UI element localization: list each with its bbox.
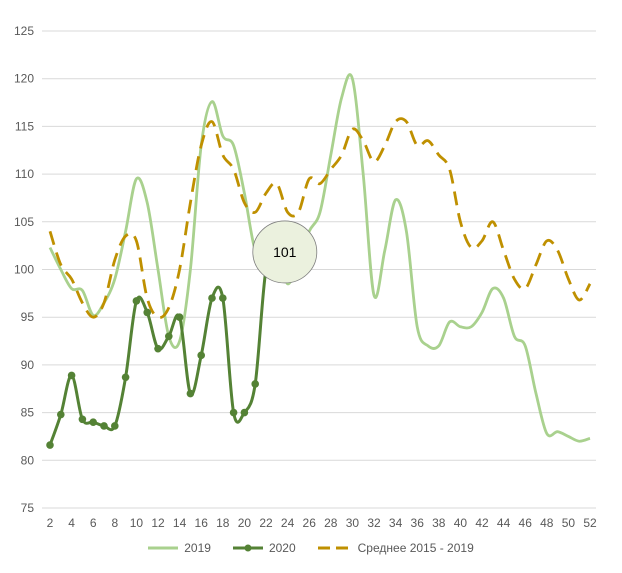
data-point-2020 <box>132 297 141 305</box>
legend-item-2020: 2020 <box>232 541 296 555</box>
x-tick-label: 36 <box>411 516 425 530</box>
legend: 2019 2020 Среднее 2015 - 2019 <box>0 541 622 555</box>
y-tick-label: 110 <box>15 167 34 181</box>
data-point-2020 <box>143 308 151 317</box>
legend-label: 2019 <box>184 541 211 555</box>
x-tick-label: 10 <box>130 516 144 530</box>
x-tick-label: 14 <box>173 516 187 530</box>
data-point-2020 <box>197 351 205 360</box>
x-tick-label: 24 <box>281 516 295 530</box>
y-tick-label: 125 <box>14 24 34 38</box>
data-point-2020 <box>67 371 76 380</box>
x-tick-label: 44 <box>497 516 511 530</box>
data-point-2020 <box>229 408 238 417</box>
x-tick-label: 34 <box>389 516 403 530</box>
data-point-2020 <box>46 441 54 449</box>
y-tick-label: 90 <box>21 358 35 372</box>
x-tick-label: 26 <box>303 516 317 530</box>
data-point-2020 <box>186 389 195 398</box>
legend-label: 2020 <box>268 541 296 555</box>
legend-item-average: Среднее 2015 - 2019 <box>317 541 474 555</box>
x-tick-label: 12 <box>151 516 165 530</box>
x-tick-label: 32 <box>367 516 381 530</box>
legend-item-2019: 2019 <box>148 541 211 555</box>
x-tick-label: 16 <box>195 516 209 530</box>
data-point-2020 <box>121 373 130 382</box>
x-tick-label: 38 <box>432 516 446 530</box>
x-tick-label: 8 <box>111 516 118 530</box>
x-tick-label: 46 <box>519 516 533 530</box>
data-point-2020 <box>165 332 173 341</box>
x-tick-label: 2 <box>47 516 54 530</box>
series-line-2019 <box>48 73 591 443</box>
legend-swatch-2019 <box>148 546 179 550</box>
x-tick-label: 18 <box>216 516 230 530</box>
callout-bubble <box>252 220 318 284</box>
data-point-2020 <box>208 294 216 302</box>
y-tick-label: 100 <box>14 263 34 277</box>
y-tick-label: 105 <box>14 215 34 229</box>
y-tick-label: 115 <box>15 119 34 133</box>
data-point-2020 <box>78 415 87 424</box>
x-tick-label: 42 <box>475 516 489 530</box>
x-tick-label: 48 <box>540 516 554 530</box>
x-tick-label: 28 <box>324 516 338 530</box>
x-tick-label: 20 <box>238 516 252 530</box>
data-point-2020 <box>111 422 119 430</box>
series-line-average <box>48 117 592 319</box>
y-tick-label: 95 <box>21 310 35 324</box>
data-point-2020 <box>100 422 108 430</box>
x-tick-label: 52 <box>583 516 597 530</box>
x-tick-label: 50 <box>562 516 576 530</box>
x-tick-label: 30 <box>346 516 360 530</box>
x-tick-label: 6 <box>90 516 97 530</box>
data-point-2020 <box>89 418 97 426</box>
y-tick-label: 75 <box>21 501 35 515</box>
data-point-2020 <box>57 410 65 419</box>
y-tick-label: 120 <box>14 72 34 86</box>
x-tick-label: 4 <box>68 516 75 530</box>
legend-swatch-2020 <box>232 544 263 552</box>
legend-label: Среднее 2015 - 2019 <box>357 541 474 555</box>
legend-swatch-average <box>317 546 352 550</box>
callout-label: 101 <box>273 244 297 260</box>
data-point-2020 <box>240 408 249 417</box>
data-point-2020 <box>175 313 184 322</box>
x-tick-label: 40 <box>454 516 468 530</box>
y-tick-label: 85 <box>21 406 35 420</box>
y-tick-label: 80 <box>21 453 35 467</box>
data-point-2020 <box>251 380 259 388</box>
data-point-2020 <box>154 344 162 353</box>
x-tick-label: 22 <box>259 516 273 530</box>
data-point-2020 <box>219 294 227 302</box>
